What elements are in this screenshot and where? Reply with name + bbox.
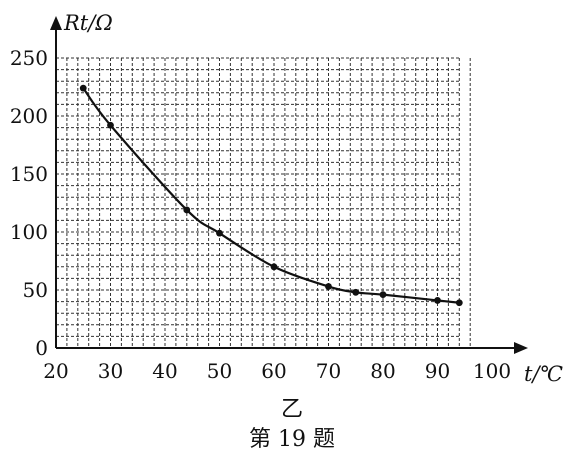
- data-point: [455, 299, 463, 307]
- y-axis-label: Rt/Ω: [63, 11, 113, 35]
- series-curve: [82, 87, 460, 304]
- y-tick-label: 100: [10, 220, 48, 244]
- data-points: [79, 84, 463, 307]
- data-point: [434, 297, 441, 304]
- y-tick-label: 50: [23, 278, 48, 302]
- x-tick-label: 60: [261, 359, 286, 383]
- figure-caption: 第 19 题: [249, 427, 335, 452]
- data-point: [107, 121, 114, 129]
- grid: [56, 57, 471, 348]
- data-point: [183, 206, 191, 214]
- y-tick-label: 0: [35, 336, 48, 360]
- x-axis-arrow: [514, 342, 528, 354]
- x-tick-label: 70: [316, 359, 341, 383]
- y-tick-label: 150: [10, 162, 48, 186]
- data-point: [325, 283, 332, 290]
- x-tick-label: 20: [43, 359, 68, 383]
- data-point: [79, 84, 87, 92]
- data-point: [379, 291, 387, 299]
- x-tick-label: 40: [152, 359, 177, 383]
- axes: [50, 16, 528, 354]
- ticks: 20 30 40 50 60 70 80 90 100 0 50 100 150 200 250: [10, 46, 511, 383]
- y-axis-arrow: [50, 16, 62, 30]
- data-point: [216, 229, 223, 237]
- x-axis-label: t/℃: [524, 362, 564, 386]
- y-tick-label: 200: [10, 104, 48, 128]
- data-point: [270, 263, 278, 271]
- x-tick-label: 80: [370, 359, 395, 383]
- sub-caption: 乙: [281, 397, 303, 422]
- x-tick-label: 30: [98, 359, 123, 383]
- x-tick-label: 50: [207, 359, 232, 383]
- data-point: [352, 288, 360, 296]
- y-tick-label: 250: [10, 46, 48, 70]
- x-tick-label: 100: [473, 359, 511, 383]
- x-tick-label: 90: [425, 359, 450, 383]
